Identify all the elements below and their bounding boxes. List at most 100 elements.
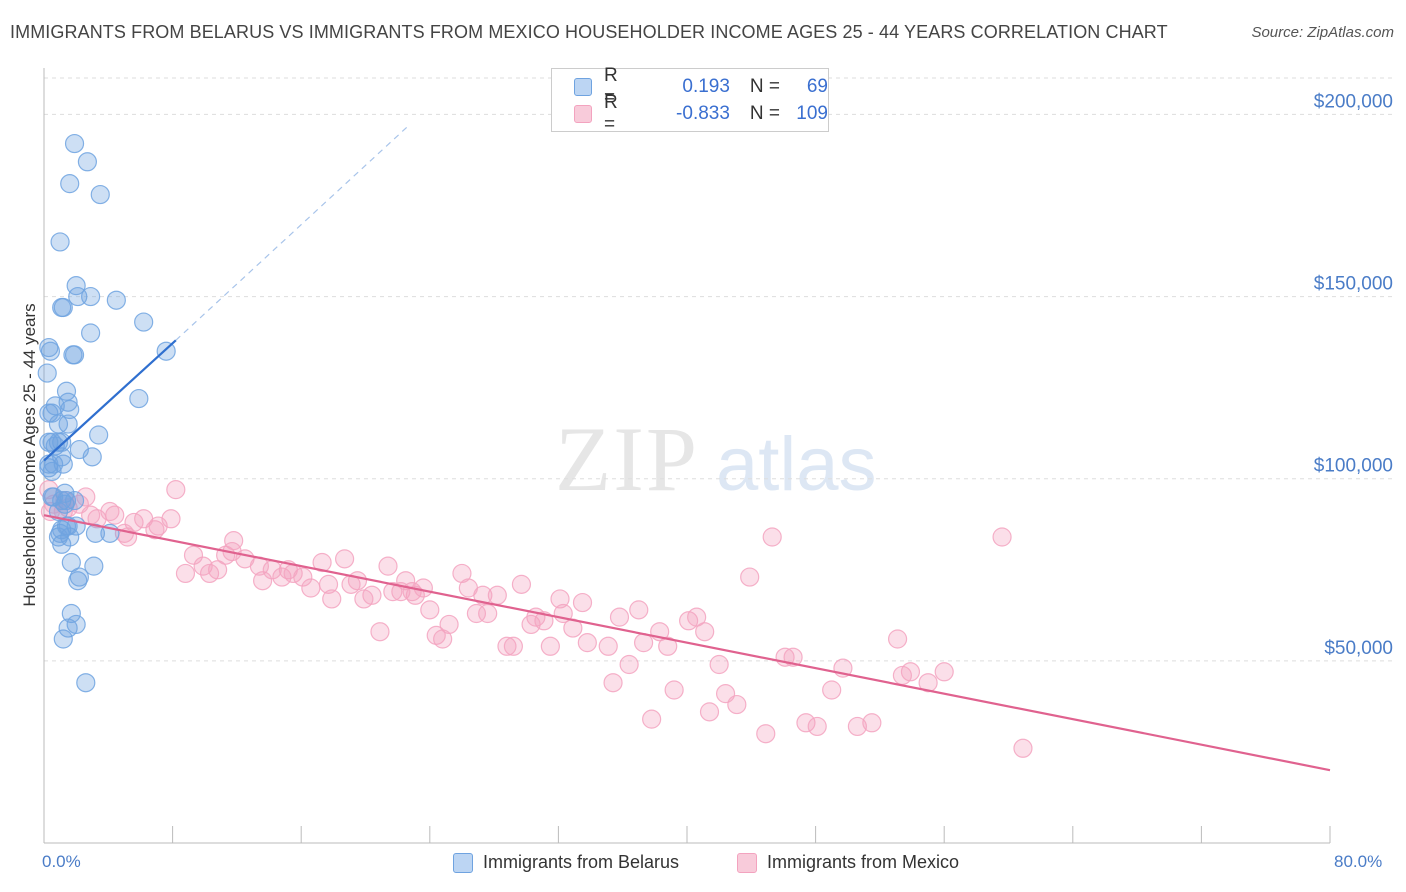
mexico-point [918,673,938,693]
mexico-point [335,549,355,569]
mexico-r-value: -0.833 [676,103,730,124]
mexico-point [687,607,707,627]
mexico-trend-line [43,514,1331,772]
mexico-point [272,567,292,587]
mexico-point [540,636,560,656]
belarus-point [134,312,154,332]
y-tick-label: $200,000 [1314,91,1393,112]
x-tick-label-min: 0.0% [42,852,81,871]
belarus-point [60,527,80,547]
mexico-point [420,600,440,620]
mexico-point [478,603,498,624]
mexico-point [105,505,125,525]
belarus-point [50,232,70,252]
mexico-point [609,607,630,627]
mexico-point [572,592,593,613]
mexico-point [166,480,186,500]
watermark-zip: ZIP [555,408,699,510]
mexico-point [642,709,662,729]
belarus-r-label: R = [603,65,618,108]
mexico-n-label: N = [749,103,781,124]
belarus-n-label: N = [749,76,781,97]
mexico-point [322,589,342,609]
belarus-point [52,534,72,554]
belarus-point [156,341,176,361]
mexico-point [1013,738,1033,758]
mexico-point [934,662,954,682]
mexico-point [762,527,782,547]
belarus-point [64,345,85,365]
x-tick-label-max: 80.0% [1334,852,1383,871]
bottom-mexico-label: Immigrants from Mexico [767,852,960,872]
mexico-point [466,603,487,624]
mexico-point [301,578,321,598]
belarus-point [64,133,85,154]
belarus-point [66,614,86,635]
belarus-swatch [574,78,592,96]
belarus-point [58,414,78,434]
mexico-point [362,585,382,605]
mexico-point [658,636,678,656]
bottom-belarus-swatch [453,852,473,873]
mexico-point [426,625,446,645]
mexico-point [145,520,165,540]
y-tick-label: $100,000 [1314,456,1393,477]
mexico-point [224,531,244,551]
source-credit: Source: ZipAtlas.com [1251,24,1394,41]
y-tick-labels: $50,000 $100,000 $150,000 $200,000 [1314,91,1393,658]
stats-legend: R = 0.193 N = 69 R = -0.833 N = 109 [551,65,829,135]
belarus-n-value: 69 [806,76,828,97]
mexico-point [756,724,776,744]
mexico-point [847,716,867,737]
belarus-point [42,403,62,423]
bottom-mexico-swatch [737,852,757,873]
mexico-point [822,680,842,700]
mexico-point [318,574,339,594]
belarus-point [40,341,61,361]
mexico-point [727,694,747,715]
mexico-n-value: 109 [796,103,828,124]
mexico-point [740,567,760,587]
belarus-point [55,494,75,514]
belarus-point [64,490,85,511]
belarus-point [60,174,80,194]
belarus-point [77,152,98,172]
mexico-point [664,680,684,700]
mexico-point [695,622,715,642]
mexico-point [699,702,720,722]
belarus-r-value: 0.193 [682,76,730,97]
belarus-point [89,425,109,445]
mexico-point [175,563,196,584]
belarus-point [90,184,110,205]
mexico-swatch [574,105,592,123]
mexico-point [439,614,459,635]
belarus-point [106,290,126,310]
belarus-point [53,454,73,474]
mexico-point [598,636,618,656]
belarus-point [82,447,102,467]
bottom-belarus-label: Immigrants from Belarus [483,852,680,872]
belarus-point [53,297,73,318]
mexico-point [487,585,507,605]
y-tick-label: $50,000 [1324,638,1393,659]
belarus-trend-line [43,339,177,462]
mexico-point [807,716,827,737]
mexico-point [347,571,368,591]
watermark-atlas: atlas [716,422,877,507]
gridlines [44,77,1393,662]
mexico-point [550,589,570,609]
mexico-point [900,662,921,682]
mexico-point [312,552,332,573]
belarus-point [68,571,88,591]
mexico-point [603,673,623,693]
belarus-point [84,556,104,576]
legend-row-belarus: R = 0.193 N = 69 [574,65,828,108]
mexico-point [862,713,882,733]
watermark: ZIP atlas [555,408,877,510]
belarus-point [81,286,101,307]
mexico-point [253,571,273,591]
belarus-point [129,388,149,409]
bottom-legend-mexico: Immigrants from Mexico [737,852,959,873]
mexico-point [992,527,1012,547]
